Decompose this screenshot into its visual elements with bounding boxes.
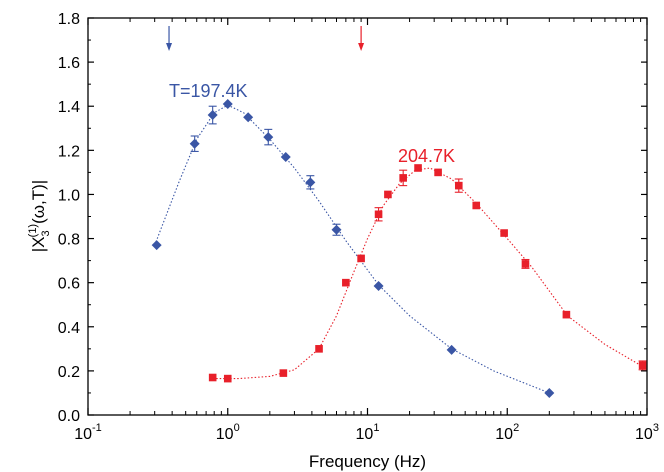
data-point [414,164,422,172]
data-point [544,387,555,398]
x-tick-label: 10-1 [74,422,102,443]
data-point [279,369,288,377]
data-point [562,310,571,319]
data-point [189,138,200,149]
data-point [434,168,442,177]
data-point [280,151,291,162]
x-tick-label: 102 [495,422,519,443]
fit-curve [212,167,643,380]
data-point [373,280,384,291]
arrow-head [166,43,173,51]
data-point [208,373,217,382]
y-tick-label: 0.4 [58,320,80,337]
fit-curve [154,104,550,394]
series-1 [208,26,647,383]
data-point [342,278,350,287]
x-tick-label: 101 [356,422,380,443]
data-point [374,210,383,219]
data-point [315,345,323,353]
plot-frame [87,17,648,416]
data-point [446,344,457,355]
data-point [305,177,316,188]
data-point [151,240,162,251]
x-tick-label: 103 [635,422,659,443]
y-tick-label: 1.0 [58,187,80,204]
y-tick-label: 1.4 [58,99,80,116]
data-point [521,260,530,268]
data-point [243,112,254,123]
chart-marks: T=197.4K 204.7K [151,26,647,398]
data-point [331,224,342,235]
data-point [207,110,218,121]
y-tick-label: 1.6 [58,55,80,72]
data-point [357,254,365,263]
series-annotation: T=197.4K [169,81,248,101]
data-point [222,99,233,110]
y-axis-title: |X3(1)(ω,T)| [27,180,52,252]
data-point [472,201,481,210]
y-tick-label: 1.2 [58,143,80,160]
y-tick-label: 0.2 [58,364,80,381]
y-tick-label: 0.0 [58,408,80,425]
y-tick-label: 0.8 [58,232,80,249]
x-tick-label: 100 [216,422,240,443]
data-point [263,132,274,143]
arrow-head [358,43,365,51]
data-point [638,361,647,370]
data-point [384,190,392,199]
series-0 [151,26,555,398]
data-point [500,229,508,237]
x-axis-title: Frequency (Hz) [309,452,426,471]
chart-axes: 0.0 0.2 0.4 0.6 0.8 1.0 1.2 1.4 1.6 1.8 10-1 100 101… [58,11,659,443]
y-tick-label: 1.8 [58,11,80,28]
data-point [399,174,407,182]
data-point [454,181,463,190]
data-point [223,374,232,383]
series-annotation: 204.7K [398,146,455,166]
y-tick-label: 0.6 [58,276,80,293]
